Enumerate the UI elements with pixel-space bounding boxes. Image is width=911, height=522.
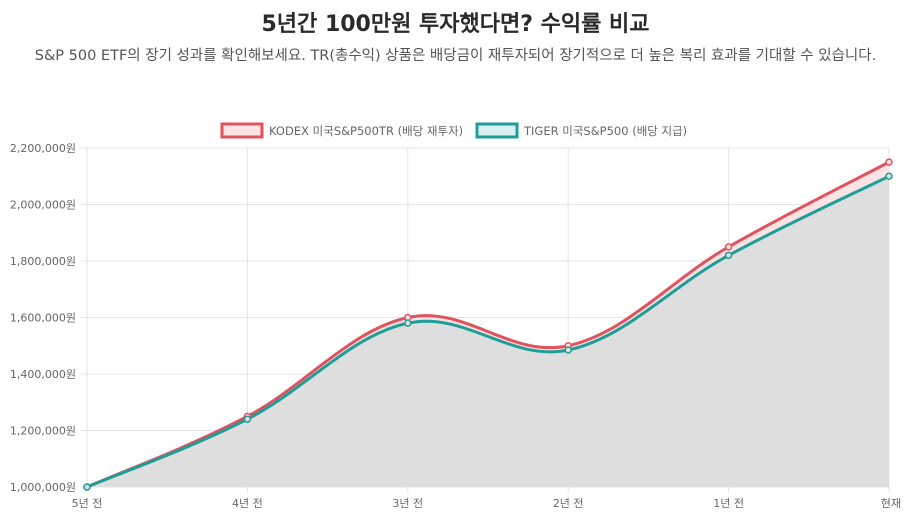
y-tick-label: 2,200,000원	[10, 142, 76, 155]
data-point[interactable]	[885, 172, 893, 180]
chart-subtitle: S&P 500 ETF의 장기 성과를 확인해보세요. TR(총수익) 상품은 …	[34, 48, 877, 64]
legend-label[interactable]: TIGER 미국S&P500 (배당 지급)	[523, 124, 687, 138]
y-tick-label: 2,000,000원	[10, 199, 76, 212]
data-point[interactable]	[724, 251, 733, 260]
data-point[interactable]	[724, 243, 733, 251]
x-tick-label: 3년 전	[392, 497, 423, 510]
y-tick-label: 1,800,000원	[10, 255, 76, 268]
legend-swatch	[220, 122, 264, 139]
series-line-0	[86, 160, 890, 489]
x-tick-label: 현재	[881, 497, 901, 510]
series-points	[83, 158, 893, 491]
legend-label[interactable]: KODEX 미국S&P500TR (배당 재투자)	[269, 124, 463, 138]
legend-swatch	[475, 122, 519, 139]
x-tick-label: 1년 전	[713, 497, 744, 510]
y-axis-ticks: 1,000,000원 1,200,000원 1,400,000원 1,600,000원…	[10, 142, 76, 494]
data-point[interactable]	[564, 346, 572, 354]
data-point[interactable]	[404, 319, 412, 327]
y-tick-label: 1,000,000원	[10, 481, 76, 494]
y-tick-label: 1,600,000원	[10, 312, 76, 325]
x-tick-label: 2년 전	[553, 497, 584, 510]
data-point[interactable]	[885, 158, 893, 166]
legend: KODEX 미국S&P500TR (배당 재투자) TIGER 미국S&P500 …	[220, 122, 687, 139]
x-tick-label: 4년 전	[232, 497, 263, 510]
y-tick-label: 1,200,000원	[10, 425, 76, 438]
x-tick-label: 5년 전	[72, 497, 103, 510]
y-tick-label: 1,400,000원	[10, 368, 76, 381]
series-lines	[86, 160, 890, 489]
series-areas	[87, 162, 889, 487]
series-line-1	[86, 174, 890, 489]
chart-title: 5년간 100만원 투자했다면? 수익률 비교	[261, 12, 650, 37]
x-axis-ticks: 5년 전 4년 전 3년 전 2년 전 1년 전 현재	[72, 497, 901, 510]
data-point[interactable]	[83, 483, 91, 491]
data-point[interactable]	[243, 415, 252, 423]
series-area-1	[87, 176, 889, 487]
